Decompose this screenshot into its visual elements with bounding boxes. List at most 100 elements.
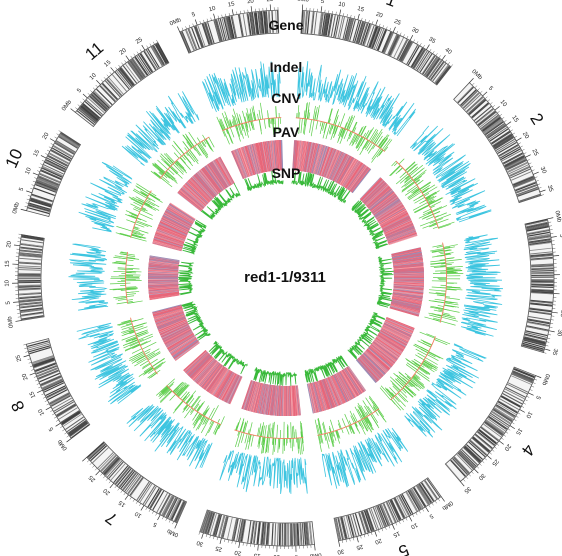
tick-mark — [331, 11, 333, 15]
snp-track-chr10 — [182, 219, 207, 255]
tick-mark — [109, 72, 112, 75]
gene-density-mark — [376, 29, 387, 51]
tick-mark — [109, 483, 115, 489]
gene-density-mark — [18, 285, 41, 288]
gene-density-mark — [519, 193, 541, 202]
cnv-mark — [441, 315, 456, 320]
tick-label-0mb: 0Mb — [166, 527, 180, 537]
cnv-mark — [133, 344, 141, 348]
gene-density-mark — [257, 11, 261, 34]
cnv-mark — [446, 288, 463, 291]
gene-density-mark — [376, 505, 386, 527]
cnv-mark — [155, 172, 162, 178]
gene-density-mark — [88, 443, 106, 460]
gene-density-mark — [49, 392, 70, 405]
cnv-mark — [411, 365, 418, 371]
cnv-mark — [440, 252, 445, 255]
gene-density-mark — [519, 194, 541, 203]
gene-density-mark — [425, 57, 439, 77]
gene-density-mark — [477, 110, 496, 125]
tick-mark — [95, 470, 101, 476]
gene-density-mark — [213, 20, 221, 42]
cnv-mark — [399, 175, 410, 184]
cnv-mark — [125, 210, 139, 217]
gene-density-mark — [217, 515, 225, 537]
cnv-mark — [408, 380, 416, 387]
gene-density-mark — [408, 490, 421, 510]
cnv-mark — [434, 339, 439, 342]
cnv-baseline — [234, 429, 304, 439]
cnv-mark — [372, 144, 376, 150]
cnv-mark — [268, 423, 271, 438]
cnv-mark — [355, 136, 363, 148]
cnv-mark — [158, 387, 169, 397]
gene-density-mark — [147, 487, 160, 508]
cnv-mark — [362, 139, 369, 150]
tick-mark — [535, 375, 542, 379]
tick-mark — [181, 27, 184, 31]
cnv-mark — [307, 109, 310, 120]
gene-density-mark — [489, 128, 509, 142]
cnv-mark — [126, 259, 134, 262]
tick-label: 25 — [214, 544, 223, 552]
gene-density-mark — [252, 521, 257, 544]
gene-density-mark — [18, 284, 41, 286]
cnv-mark — [235, 125, 241, 137]
gene-density-mark — [380, 504, 391, 525]
cnv-mark — [335, 430, 341, 444]
cnv-mark — [133, 325, 144, 330]
gene-density-mark — [393, 498, 404, 519]
cnv-mark — [174, 400, 183, 411]
cnv-mark — [121, 325, 133, 330]
gene-density-mark — [51, 149, 71, 161]
cnv-mark — [172, 382, 183, 393]
gene-density-mark — [50, 150, 71, 162]
gene-density-mark — [502, 152, 523, 164]
tick-mark — [531, 169, 535, 172]
tick-mark — [231, 540, 233, 544]
cnv-mark — [242, 123, 247, 136]
tick-mark — [20, 208, 27, 212]
tick-mark — [378, 529, 380, 533]
gene-density-mark — [389, 500, 400, 521]
gene-density-mark — [526, 223, 549, 230]
cnv-mark — [445, 262, 454, 264]
gene-density-mark — [152, 45, 165, 66]
cnv-mark — [438, 251, 445, 254]
cnv-mark — [258, 423, 262, 437]
gene-density-mark — [142, 485, 156, 505]
tick-label: 5 — [19, 186, 26, 192]
cnv-mark — [113, 262, 127, 265]
gene-density-mark — [18, 288, 41, 291]
tick-mark — [434, 500, 437, 504]
cnv-mark — [354, 406, 363, 420]
cnv-mark — [150, 358, 158, 365]
cnv-mark — [426, 333, 436, 338]
cnv-mark — [352, 134, 359, 145]
cnv-mark — [362, 400, 372, 415]
cnv-mark — [428, 351, 441, 359]
cnv-mark — [132, 231, 144, 236]
tick-mark — [487, 99, 491, 102]
cnv-mark — [225, 116, 230, 128]
cnv-mark — [194, 403, 200, 411]
cnv-mark — [240, 123, 244, 131]
gene-density-mark — [79, 106, 98, 122]
tick-label-0mb: 0Mb — [297, 0, 310, 3]
gene-density-mark — [372, 27, 381, 49]
cnv-mark — [414, 373, 420, 379]
tick-label: 35 — [427, 36, 436, 45]
cnv-mark — [430, 223, 438, 227]
gene-density-mark — [412, 48, 425, 68]
gene-density-mark — [54, 142, 75, 155]
cnv-mark — [143, 203, 153, 209]
tick-mark — [86, 459, 90, 463]
gene-density-mark — [330, 14, 336, 37]
tick-label: 25 — [530, 148, 539, 157]
tick-mark — [472, 82, 475, 86]
cnv-mark — [257, 436, 260, 447]
tick-mark — [523, 152, 527, 155]
cnv-mark — [141, 341, 157, 350]
cnv-mark — [186, 141, 192, 149]
